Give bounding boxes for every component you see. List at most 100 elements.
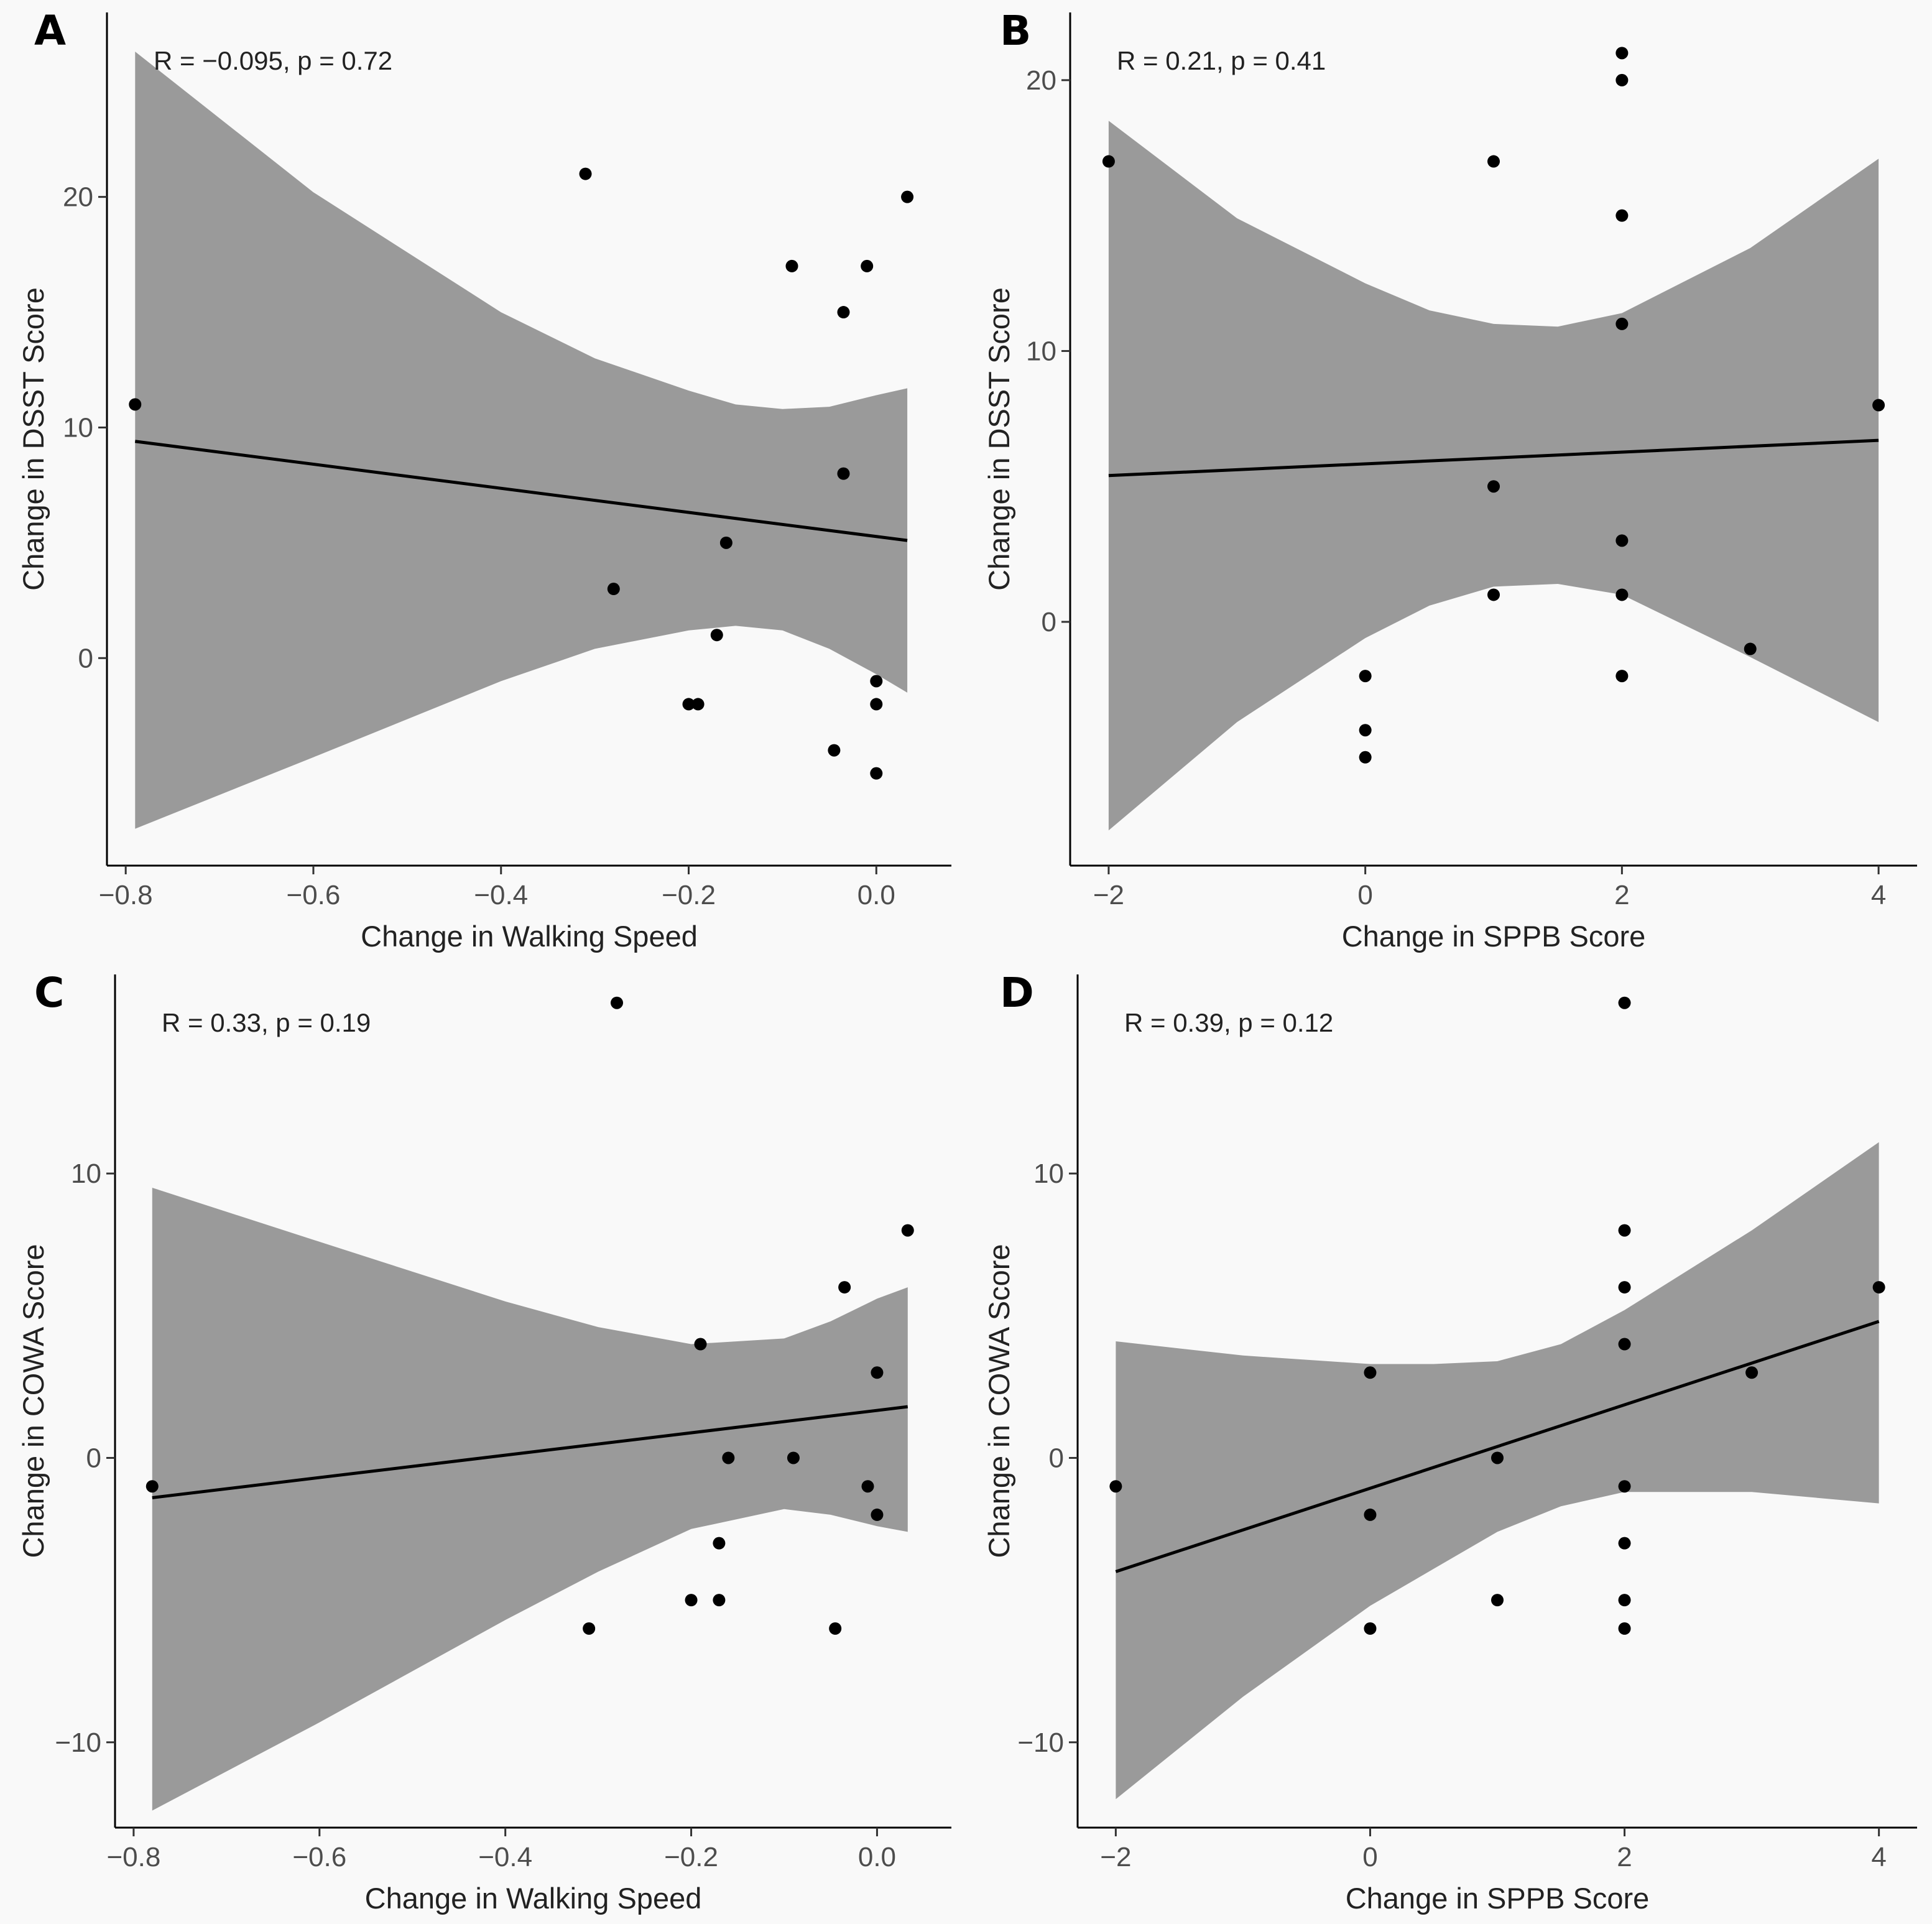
data-point: [1615, 588, 1629, 601]
correlation-p: p = 0.19: [275, 1008, 371, 1037]
data-point: [694, 1338, 707, 1351]
data-point: [713, 1594, 726, 1607]
data-point: [871, 1508, 884, 1521]
data-point: [607, 583, 620, 596]
x-tick-label: −0.8: [99, 880, 153, 910]
y-tick-label: 10: [71, 1159, 101, 1189]
data-point: [611, 996, 623, 1009]
data-point: [838, 1281, 851, 1294]
x-tick-label: 0.0: [858, 1842, 896, 1872]
y-axis-title: Change in COWA Score: [982, 1244, 1015, 1558]
data-point: [1364, 1622, 1377, 1635]
data-point: [1615, 534, 1629, 547]
data-point: [1615, 670, 1629, 683]
data-point: [1745, 1366, 1759, 1379]
chart-panel-b: −2 0 2 4 0 10 20 Change in SPPB Score Change in …: [966, 0, 1932, 962]
panel-label: C: [34, 969, 64, 1017]
y-tick-label: 10: [1026, 336, 1056, 366]
annotation-separator: ,: [283, 46, 297, 75]
x-axis-title: Change in Walking Speed: [361, 920, 698, 953]
data-point: [691, 698, 705, 711]
data-point: [1618, 1224, 1631, 1237]
data-point: [579, 167, 592, 180]
y-axis-title: Change in DSST Score: [982, 287, 1015, 591]
data-point: [1359, 751, 1372, 764]
data-point: [870, 675, 883, 688]
chart-panel-d: −2 0 2 4 −10 0 10 Change in SPPB Score Change in…: [966, 962, 1932, 1924]
data-point: [829, 1622, 842, 1635]
data-point: [1615, 73, 1629, 86]
y-tick-label: −10: [1017, 1727, 1064, 1758]
data-point: [1491, 1451, 1504, 1464]
confidence-band: [1116, 1142, 1879, 1800]
data-point: [1487, 480, 1500, 493]
x-tick-label: −0.6: [292, 1842, 346, 1872]
data-point: [713, 1537, 726, 1550]
confidence-band: [135, 52, 908, 829]
regression-line: [1108, 438, 1879, 478]
correlation-annotation: R = 0.21, p = 0.41: [1117, 46, 1326, 75]
data-point: [1364, 1366, 1377, 1379]
data-point: [861, 1480, 874, 1493]
data-point: [1615, 317, 1629, 330]
x-tick-label: −2: [1093, 880, 1124, 910]
panel-label: D: [1000, 969, 1034, 1017]
confidence-band: [152, 1188, 908, 1811]
data-point: [583, 1622, 596, 1635]
correlation-annotation: R = 0.39, p = 0.12: [1124, 1008, 1333, 1037]
x-tick-label: −0.2: [664, 1842, 718, 1872]
data-point: [1872, 1281, 1885, 1294]
y-tick-label: 0: [1049, 1443, 1064, 1473]
data-point: [1618, 1281, 1631, 1294]
correlation-p: p = 0.41: [1231, 46, 1326, 75]
correlation-annotation: R = −0.095, p = 0.72: [154, 46, 392, 75]
panel-label: B: [1000, 7, 1031, 55]
data-point: [129, 398, 142, 411]
data-point: [1744, 642, 1757, 655]
regression-line: [134, 440, 908, 542]
regression-line: [1115, 1320, 1880, 1573]
data-point: [682, 698, 695, 711]
regression-line: [152, 1405, 908, 1499]
data-point: [901, 1224, 914, 1237]
confidence-band: [1108, 121, 1879, 831]
data-point: [722, 1451, 735, 1464]
y-tick-label: 20: [63, 182, 93, 213]
data-point: [1487, 588, 1500, 601]
data-point: [870, 698, 883, 711]
data-point: [1618, 996, 1631, 1009]
annotation-separator: ,: [1224, 1008, 1238, 1037]
x-tick-label: −0.6: [287, 880, 341, 910]
data-point: [1364, 1508, 1377, 1521]
data-point: [1359, 670, 1372, 683]
correlation-r: R = −0.095: [154, 46, 283, 75]
data-point: [146, 1480, 159, 1493]
data-point: [1102, 155, 1115, 168]
data-point: [1109, 1480, 1122, 1493]
data-point: [1618, 1594, 1631, 1607]
x-tick-label: 4: [1871, 1842, 1886, 1872]
y-tick-label: 0: [86, 1443, 101, 1473]
annotation-separator: ,: [261, 1008, 275, 1037]
data-point: [1872, 399, 1885, 412]
x-tick-label: −2: [1100, 1842, 1131, 1872]
data-point: [710, 629, 723, 642]
x-tick-label: 0.0: [857, 880, 895, 910]
correlation-annotation: R = 0.33, p = 0.19: [162, 1008, 371, 1037]
panel-label: A: [34, 7, 66, 55]
data-point: [1618, 1537, 1631, 1550]
x-tick-label: −0.4: [478, 1842, 532, 1872]
x-tick-label: 0: [1362, 1842, 1377, 1872]
data-point: [871, 1366, 884, 1379]
correlation-r: R = 0.39: [1124, 1008, 1224, 1037]
y-tick-label: 10: [1033, 1159, 1064, 1189]
data-point: [685, 1594, 698, 1607]
data-point: [861, 259, 874, 272]
correlation-r: R = 0.21: [1117, 46, 1216, 75]
correlation-p: p = 0.72: [297, 46, 392, 75]
data-point: [1618, 1338, 1631, 1351]
x-tick-label: 0: [1357, 880, 1372, 910]
data-point: [901, 190, 914, 203]
data-point: [787, 1451, 800, 1464]
